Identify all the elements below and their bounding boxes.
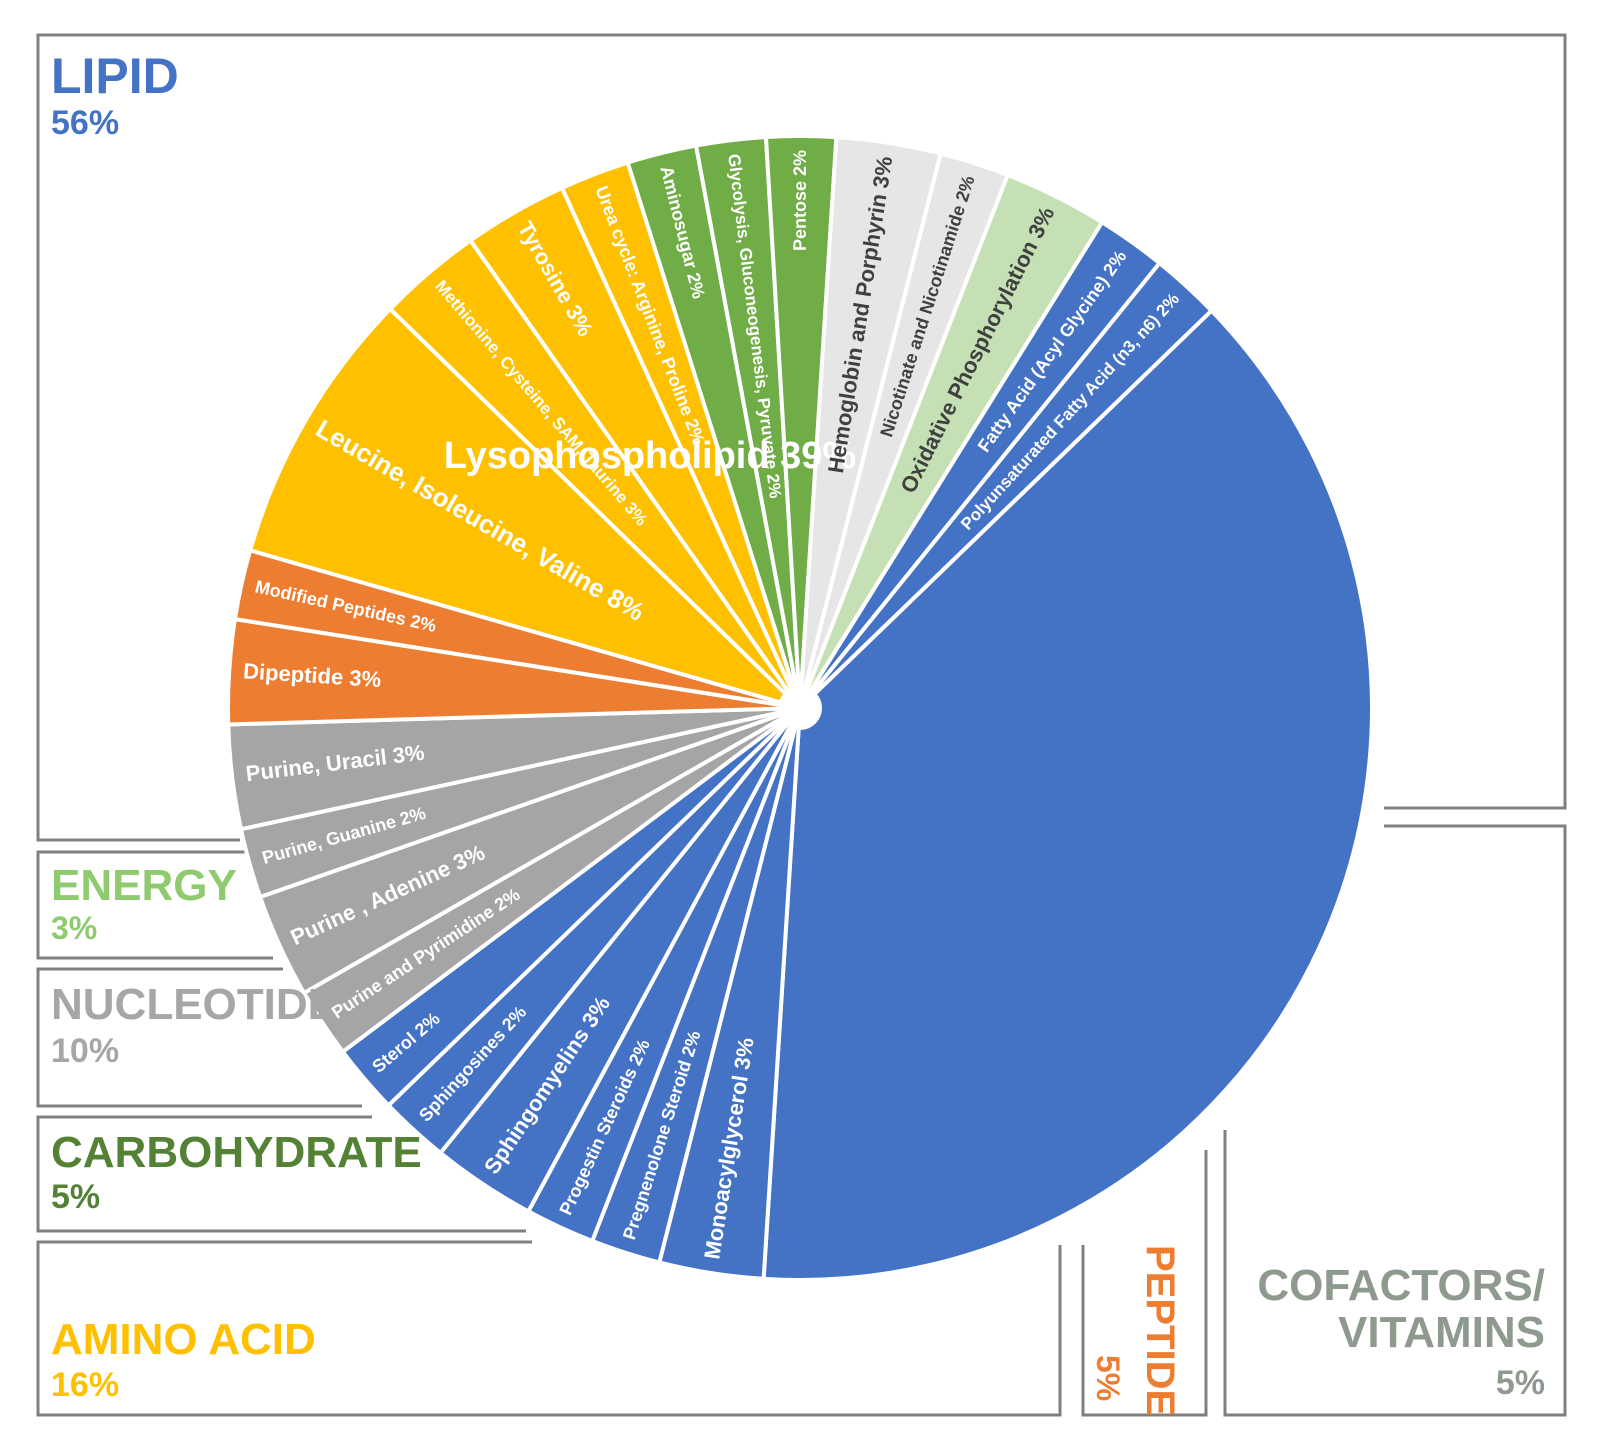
energy-group-pct: 3%	[51, 910, 97, 946]
nucleotide-group-pct: 10%	[51, 1032, 119, 1070]
pie-slice-leucine-isoleucine-valine	[248, 306, 802, 710]
lipid-group-label: LIPID 56%	[51, 48, 179, 142]
energy-frame	[36, 850, 273, 960]
pie-slice-polyunsaturated-fatty-acid-n3-n6	[798, 261, 1214, 710]
peptide-group-pct: 5%	[1090, 1355, 1126, 1401]
pie-slice-label-lysophospholipid: Lysophospholipid 39%	[444, 435, 856, 477]
carbohydrate-frame	[36, 1115, 526, 1233]
carbohydrate-group-name: CARBOHYDRATE	[51, 1128, 422, 1177]
energy-group-label: ENERGY 3%	[51, 861, 237, 946]
energy-group-name: ENERGY	[51, 861, 237, 910]
nucleotide-group-label: NUCLEOTIDE 10%	[51, 980, 337, 1070]
amino-acid-group-pct: 16%	[51, 1366, 119, 1404]
pie-slice-lysophospholipid	[761, 308, 1374, 1282]
cofactors-group-name-line2: VITAMINS	[1338, 1308, 1545, 1357]
pie-slices	[226, 134, 1374, 1282]
cofactors-group-name-line1: COFACTORS/	[1257, 1261, 1545, 1310]
amino-acid-group-label: AMINO ACID 16%	[51, 1315, 316, 1404]
cofactors-group-label: COFACTORS/ VITAMINS 5%	[1257, 1261, 1545, 1402]
peptide-group-name: PEPTIDE	[1138, 1245, 1182, 1416]
lipid-group-name: LIPID	[51, 48, 179, 104]
peptide-frame	[1081, 1150, 1208, 1417]
carbohydrate-group-label: CARBOHYDRATE 5%	[51, 1128, 422, 1216]
group-frames	[36, 33, 1567, 1417]
lipid-group-pct: 56%	[51, 104, 119, 142]
amino-acid-frame	[36, 1240, 1062, 1417]
lipid-frame	[36, 33, 1567, 842]
nucleotide-group-name: NUCLEOTIDE	[51, 980, 337, 1029]
carbohydrate-group-pct: 5%	[51, 1178, 100, 1216]
peptide-group-label: PEPTIDE 5%	[1090, 1245, 1182, 1416]
amino-acid-group-name: AMINO ACID	[51, 1315, 316, 1364]
nucleotide-frame	[36, 967, 362, 1108]
cofactors-frame	[1223, 824, 1567, 1417]
pie-slice-label-pentose: Pentose 2%	[790, 150, 810, 251]
pie-center-hub	[778, 686, 822, 730]
cofactors-group-pct: 5%	[1496, 1364, 1545, 1402]
